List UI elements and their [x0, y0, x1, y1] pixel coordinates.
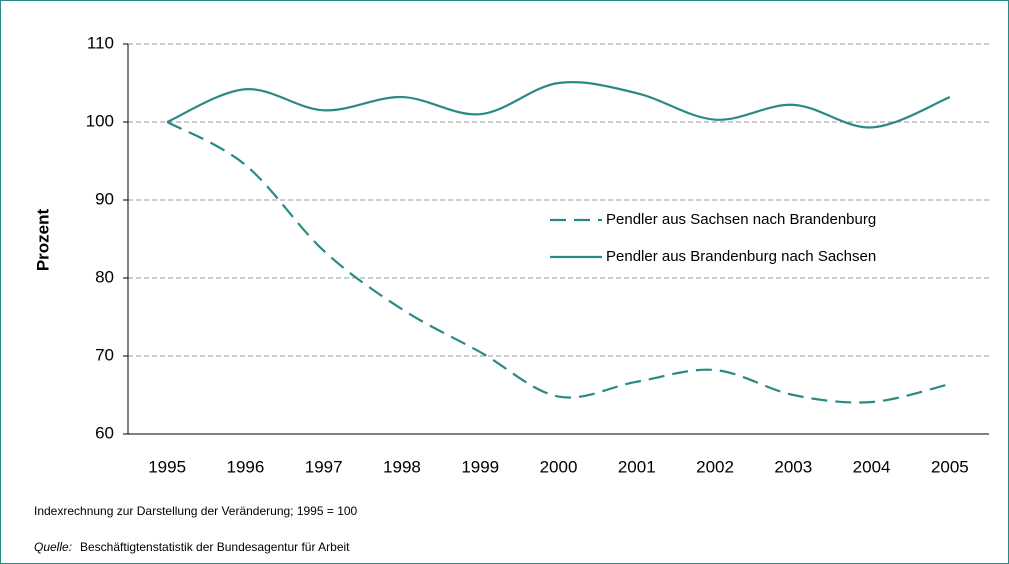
y-tick-label: 100: [86, 111, 114, 130]
note: Indexrechnung zur Darstellung der Veränd…: [34, 504, 358, 518]
x-tick-label: 2003: [774, 457, 812, 476]
source: Beschäftigtenstatistik der Bundesagentur…: [80, 540, 350, 554]
line: [166, 121, 951, 404]
x-tick-label: 2005: [931, 457, 969, 476]
y-tick-label: 70: [95, 345, 114, 364]
y-tick-label: 110: [87, 33, 114, 52]
line: [166, 81, 951, 129]
x-tick-label: 2004: [853, 457, 891, 476]
x-tick-label: 1995: [148, 457, 186, 476]
legend-label: Pendler aus Sachsen nach Brandenburg: [606, 211, 876, 228]
y-tick-label: 80: [95, 267, 114, 286]
x-tick-label: 1999: [461, 457, 499, 476]
source-label: Quelle:: [34, 540, 72, 554]
x-tick-label: 1997: [305, 457, 343, 476]
x-tick-label: 2000: [540, 457, 578, 476]
legend-label: Pendler aus Brandenburg nach Sachsen: [606, 248, 876, 265]
y-tick-label: 90: [95, 189, 114, 208]
x-tick-label: 2002: [696, 457, 734, 476]
y-axis-label: Prozent: [33, 208, 52, 271]
x-tick-label: 1996: [226, 457, 264, 476]
x-tick-label: 1998: [383, 457, 421, 476]
y-tick-label: 60: [95, 423, 114, 442]
x-tick-label: 2001: [618, 457, 656, 476]
